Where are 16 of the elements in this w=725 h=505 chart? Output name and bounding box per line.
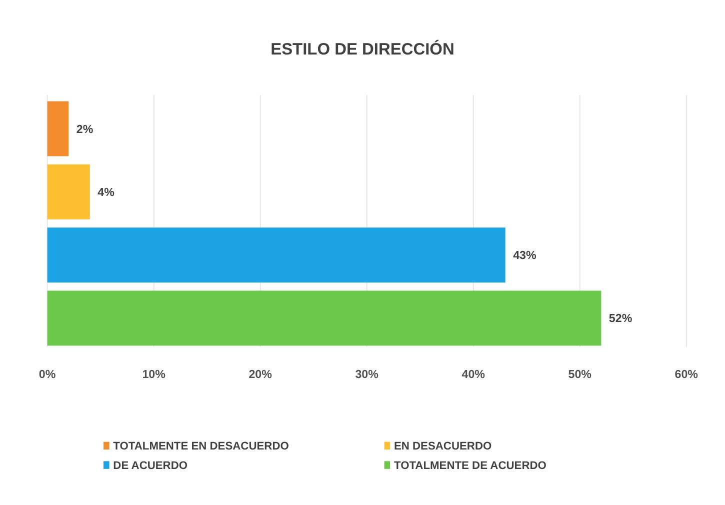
legend-label: DE ACUERDO [113,460,188,472]
x-tick-label: 10% [142,368,166,381]
legend-label: EN DESACUERDO [394,440,492,453]
x-tick-label: 30% [355,368,380,381]
chart-title: ESTILO DE DIRECCIÓN [270,39,454,58]
x-tick-label: 40% [462,368,486,381]
x-tick-label: 20% [248,368,273,381]
x-tick-label: 60% [674,368,699,381]
legend-label: TOTALMENTE EN DESACUERDO [113,440,290,453]
x-tick-label: 0% [38,368,56,381]
data-label: 43% [513,249,537,262]
legend-label: TOTALMENTE DE ACUERDO [394,460,547,472]
x-tick-label: 50% [568,368,592,381]
data-label: 2% [76,122,94,136]
data-label: 4% [98,186,116,199]
data-label: 52% [608,312,633,326]
